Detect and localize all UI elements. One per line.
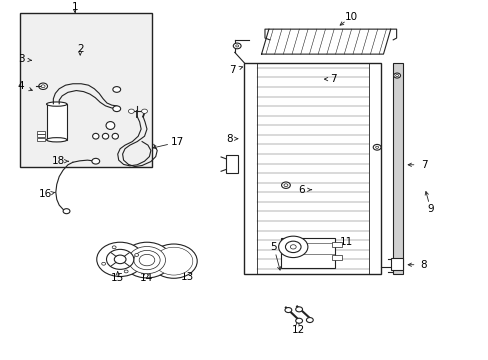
Bar (225, 155, 238, 173)
Text: 2: 2 (77, 44, 83, 54)
Circle shape (139, 255, 155, 266)
Text: 4: 4 (18, 81, 24, 91)
Circle shape (290, 245, 296, 249)
Circle shape (128, 247, 165, 274)
Text: 3: 3 (18, 54, 24, 64)
Circle shape (102, 262, 105, 265)
Text: 13: 13 (180, 272, 193, 282)
Circle shape (372, 144, 380, 150)
Text: 7: 7 (420, 160, 427, 170)
Circle shape (134, 251, 160, 270)
Circle shape (142, 109, 147, 113)
Circle shape (150, 244, 197, 278)
Text: 1: 1 (71, 2, 78, 12)
Bar (331, 242, 341, 247)
Text: 11: 11 (340, 237, 353, 247)
Bar (46, 104, 67, 140)
Circle shape (39, 83, 47, 90)
Circle shape (284, 184, 287, 186)
Circle shape (159, 251, 188, 272)
Circle shape (113, 87, 121, 92)
Circle shape (106, 249, 134, 269)
Bar (20, 13, 152, 167)
Circle shape (393, 73, 400, 78)
Text: 14: 14 (139, 273, 152, 283)
Ellipse shape (92, 133, 99, 139)
Circle shape (281, 182, 290, 188)
Circle shape (114, 255, 126, 264)
Text: 7: 7 (329, 74, 336, 84)
Circle shape (235, 45, 238, 47)
Bar (37, 134, 45, 137)
Text: 9: 9 (427, 204, 433, 215)
Circle shape (155, 247, 192, 275)
Circle shape (113, 106, 121, 112)
Text: 6: 6 (298, 185, 304, 195)
Circle shape (375, 146, 378, 148)
Ellipse shape (46, 138, 67, 142)
Bar (37, 131, 45, 134)
Circle shape (63, 209, 70, 214)
Bar (390, 257, 402, 270)
Bar (244, 63, 380, 274)
Text: 16: 16 (39, 189, 52, 199)
Ellipse shape (112, 133, 118, 139)
Circle shape (285, 241, 301, 253)
Circle shape (306, 318, 313, 323)
Circle shape (92, 158, 100, 164)
Circle shape (128, 109, 134, 113)
Circle shape (285, 307, 291, 312)
Text: 17: 17 (170, 137, 183, 147)
Circle shape (295, 307, 302, 312)
Text: 5: 5 (270, 242, 277, 252)
Bar (331, 255, 341, 260)
Text: 15: 15 (111, 273, 124, 283)
Bar (37, 138, 45, 141)
Bar (281, 238, 334, 268)
Circle shape (278, 236, 307, 257)
Ellipse shape (46, 102, 67, 106)
Circle shape (295, 318, 302, 323)
Text: 12: 12 (291, 325, 304, 335)
Circle shape (97, 242, 143, 276)
Circle shape (122, 242, 171, 278)
Circle shape (124, 270, 128, 273)
Text: 10: 10 (345, 12, 358, 22)
Ellipse shape (102, 133, 108, 139)
Circle shape (395, 75, 398, 77)
Circle shape (41, 85, 45, 88)
Bar (392, 63, 402, 274)
Text: 18: 18 (52, 156, 65, 166)
Circle shape (112, 246, 116, 249)
Text: 7: 7 (228, 65, 235, 75)
Circle shape (134, 253, 138, 256)
Circle shape (233, 43, 241, 49)
Ellipse shape (106, 122, 115, 130)
Text: 8: 8 (226, 134, 233, 144)
Text: 8: 8 (420, 260, 427, 270)
